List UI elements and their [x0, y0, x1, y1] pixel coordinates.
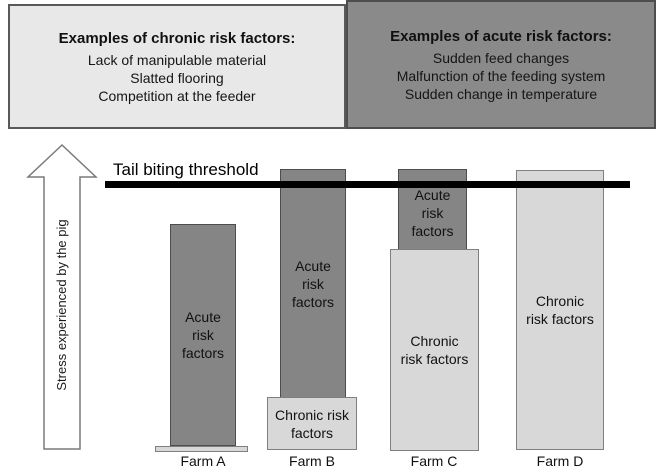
farm-b-label: Farm B [289, 453, 335, 469]
farm-b-chronic-bar: Chronic risk factors [267, 397, 357, 450]
farm-c-label: Farm C [410, 453, 458, 469]
farm-a-acute-bar: Acute risk factors [170, 224, 236, 446]
acute-examples-title: Examples of acute risk factors: [390, 27, 612, 45]
chronic-example-item: Competition at the feeder [98, 87, 256, 104]
threshold-line [105, 181, 630, 188]
farm-c-chronic-bar: Chronic risk factors [390, 249, 479, 451]
acute-example-item: Sudden change in temperature [404, 85, 598, 102]
stress-axis-arrow-icon [26, 143, 98, 450]
chronic-examples-title: Examples of chronic risk factors: [58, 29, 296, 47]
acute-example-item: Malfunction of the feeding system [396, 67, 606, 84]
farm-a-base-strip [155, 446, 248, 452]
farm-d-chronic-bar: Chronic risk factors [516, 170, 604, 450]
chronic-example-item: Slatted flooring [130, 69, 224, 86]
threshold-label: Tail biting threshold [113, 160, 259, 179]
stress-axis-label: Stress experienced by the pig [54, 219, 69, 391]
farm-a-label: Farm A [180, 453, 226, 469]
chronic-examples-box: Examples of chronic risk factors: Lack o… [8, 4, 346, 129]
farm-b-acute-bar: Acute risk factors [280, 169, 346, 398]
farm-d-label: Farm D [536, 453, 584, 469]
acute-examples-box: Examples of acute risk factors: Sudden f… [346, 0, 656, 129]
acute-example-item: Sudden feed changes [432, 49, 570, 66]
chronic-example-item: Lack of manipulable material [87, 51, 267, 68]
